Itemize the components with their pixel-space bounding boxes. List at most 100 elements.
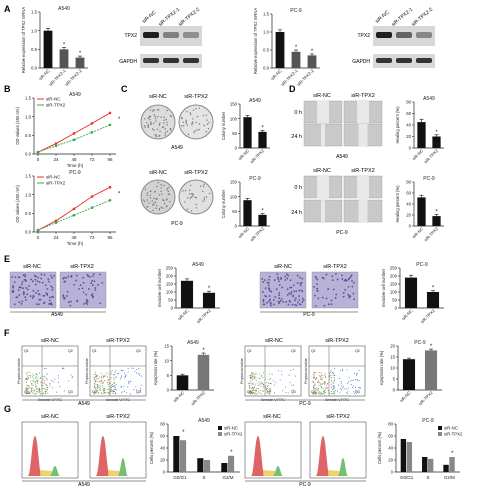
y-tick-label: 50 <box>232 209 237 214</box>
cell-dot <box>66 295 68 297</box>
event-dot <box>27 390 29 392</box>
event-dot <box>269 382 271 384</box>
cell-dot <box>91 293 94 295</box>
wound-gap <box>357 101 369 123</box>
event-dot <box>255 373 257 375</box>
cell-dot <box>325 273 328 276</box>
cell-dot <box>277 278 280 281</box>
event-dot <box>267 382 269 384</box>
event-dot <box>318 391 320 393</box>
event-dot <box>26 388 28 390</box>
event-dot <box>112 390 114 392</box>
y-tick-label: 60 <box>406 111 411 116</box>
wound-gap <box>358 200 368 222</box>
cell-dot <box>91 279 94 282</box>
event-dot <box>121 370 123 372</box>
cell-dot <box>331 279 334 282</box>
y-tick-label: 0 <box>409 224 412 229</box>
event-dot <box>115 388 117 390</box>
event-dot <box>256 383 258 385</box>
cell-dot <box>23 278 26 281</box>
cell-dot <box>290 293 292 296</box>
event-dot <box>104 388 106 390</box>
event-dot <box>125 375 127 377</box>
event-dot <box>256 393 258 395</box>
event-dot <box>266 382 268 384</box>
event-dot <box>323 388 325 390</box>
flow-cell-label: A549 <box>78 401 90 407</box>
x-tick-label: siR-NC <box>411 148 424 161</box>
event-dot <box>93 385 95 387</box>
y-tick-label: 250 <box>390 266 398 271</box>
event-dot <box>251 390 253 392</box>
series-line <box>37 199 111 231</box>
quadrant-label: Q2 <box>291 349 296 353</box>
cell-dot <box>314 294 316 297</box>
cell-dot <box>75 274 78 277</box>
flow-plot-frame <box>244 345 302 397</box>
x-tick-label: siR-NC <box>177 308 190 321</box>
event-dot <box>27 379 29 381</box>
wound-gap <box>317 101 329 123</box>
cell-dot <box>22 287 24 290</box>
event-dot <box>254 386 256 388</box>
cell-dot <box>278 291 281 294</box>
cell-dot <box>295 290 298 293</box>
event-dot <box>250 391 252 393</box>
event-dot <box>340 389 342 391</box>
event-dot <box>251 384 253 386</box>
cell-dot <box>262 300 265 303</box>
colony-dot <box>161 193 163 195</box>
event-dot <box>355 373 357 375</box>
event-dot <box>248 391 250 393</box>
event-dot <box>115 376 117 378</box>
event-dot <box>95 383 97 385</box>
colony-dot <box>169 201 171 203</box>
cell-dot <box>52 296 54 298</box>
colony-dot <box>195 121 197 124</box>
cell-dot <box>323 304 326 307</box>
chart-title: A549 <box>192 262 204 268</box>
event-dot <box>49 384 51 386</box>
cycle-header: siR-NC <box>263 414 281 420</box>
colony-dot <box>196 115 199 118</box>
event-dot <box>110 389 112 391</box>
y-tick-label: 80 <box>160 422 165 427</box>
event-dot <box>319 392 321 394</box>
event-dot <box>98 387 100 389</box>
cell-dot <box>30 278 32 281</box>
cycle-cell-label: PC-9 <box>299 482 311 488</box>
event-dot <box>252 383 254 385</box>
colony-dot <box>203 183 205 186</box>
event-dot <box>266 388 268 390</box>
y-tick-label: 10 <box>390 366 395 371</box>
event-dot <box>110 388 112 390</box>
colony-dot <box>185 119 188 121</box>
cell-dot <box>325 297 328 300</box>
cell-dot <box>335 273 337 275</box>
colony-dot <box>164 128 166 130</box>
event-dot <box>254 376 256 378</box>
event-dot <box>259 377 261 379</box>
event-dot <box>248 382 250 384</box>
colony-dot <box>163 116 165 119</box>
colony-dot <box>169 129 172 131</box>
wound-time-label: 24 h <box>291 210 302 216</box>
event-dot <box>317 388 319 390</box>
chart-a1: 0.0 0.5 1.0 1.5 Relative expression of TPX2 … <box>21 6 88 87</box>
colony-dot <box>184 189 187 192</box>
g2m-peak <box>118 458 128 476</box>
event-dot <box>106 376 108 378</box>
event-dot <box>38 388 40 390</box>
x-tick-label: G2/M <box>444 475 455 480</box>
event-dot <box>333 391 335 393</box>
colony-dot <box>150 121 152 123</box>
colony-dot <box>183 125 185 127</box>
colony-dot <box>158 123 161 126</box>
significance-mark: * <box>79 51 82 57</box>
tpx2-band <box>183 32 199 38</box>
colony-dot <box>159 122 161 124</box>
event-dot <box>266 392 268 394</box>
colony-dish <box>140 179 176 215</box>
cell-dot <box>89 276 91 278</box>
